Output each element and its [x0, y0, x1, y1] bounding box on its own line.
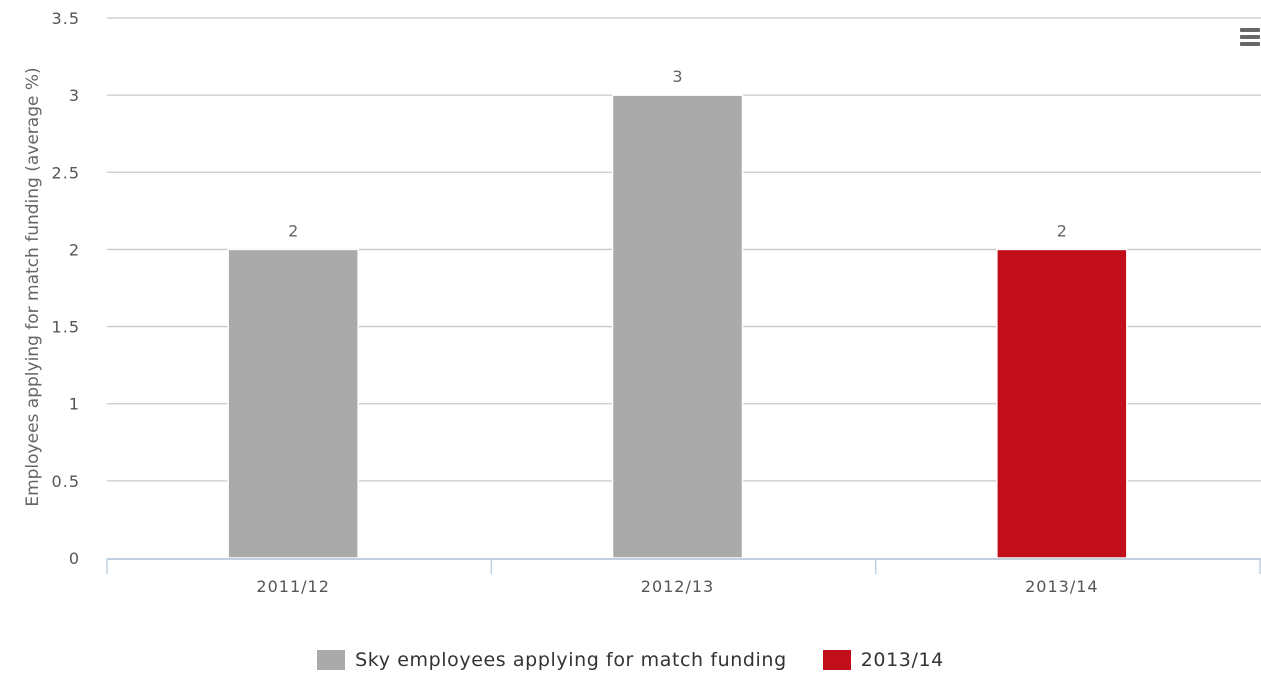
legend: Sky employees applying for match funding… — [0, 646, 1261, 674]
data-label: 2 — [288, 221, 298, 240]
chart-menu-button[interactable] — [1240, 28, 1260, 50]
legend-label-series: Sky employees applying for match funding — [355, 649, 787, 671]
y-axis-ticks: 0 0.5 1 1.5 2 2.5 3 3.5 — [52, 9, 80, 568]
legend-swatch-gray — [317, 650, 346, 670]
y-tick-label: 3 — [69, 86, 80, 105]
bars — [227, 94, 1128, 559]
y-tick-label: 0 — [69, 549, 80, 568]
y-tick-label: 2 — [69, 240, 80, 259]
legend-label-2013-14: 2013/14 — [860, 649, 944, 671]
y-tick-label: 3.5 — [52, 9, 80, 28]
hamburger-menu-icon — [1240, 28, 1260, 32]
bar-2011-12[interactable] — [227, 248, 359, 559]
x-axis — [106, 558, 1261, 574]
legend-swatch-red — [822, 650, 851, 670]
legend-item-series[interactable]: Sky employees applying for match funding — [317, 649, 787, 671]
bar-2013-14[interactable] — [996, 248, 1128, 559]
y-tick-label: 2.5 — [52, 163, 80, 182]
hamburger-menu-icon-line — [1240, 42, 1260, 46]
y-axis-title: Employees applying for match funding (av… — [23, 67, 43, 506]
y-tick-label: 1.5 — [52, 318, 80, 337]
y-tick-label: 1 — [69, 395, 80, 414]
y-tick-label: 0.5 — [52, 472, 80, 491]
bar-2012-13[interactable] — [611, 94, 744, 559]
data-label: 3 — [672, 67, 682, 86]
x-axis-ticks: 2011/12 2012/13 2013/14 — [256, 577, 1098, 596]
data-labels: 2 3 2 — [288, 67, 1067, 240]
hamburger-menu-icon-line — [1240, 35, 1260, 39]
x-tick-label: 2011/12 — [256, 577, 329, 596]
x-tick-label: 2012/13 — [641, 577, 714, 596]
x-tick-label: 2013/14 — [1025, 577, 1098, 596]
data-label: 2 — [1057, 221, 1067, 240]
legend-item-2013-14[interactable]: 2013/14 — [822, 649, 944, 671]
